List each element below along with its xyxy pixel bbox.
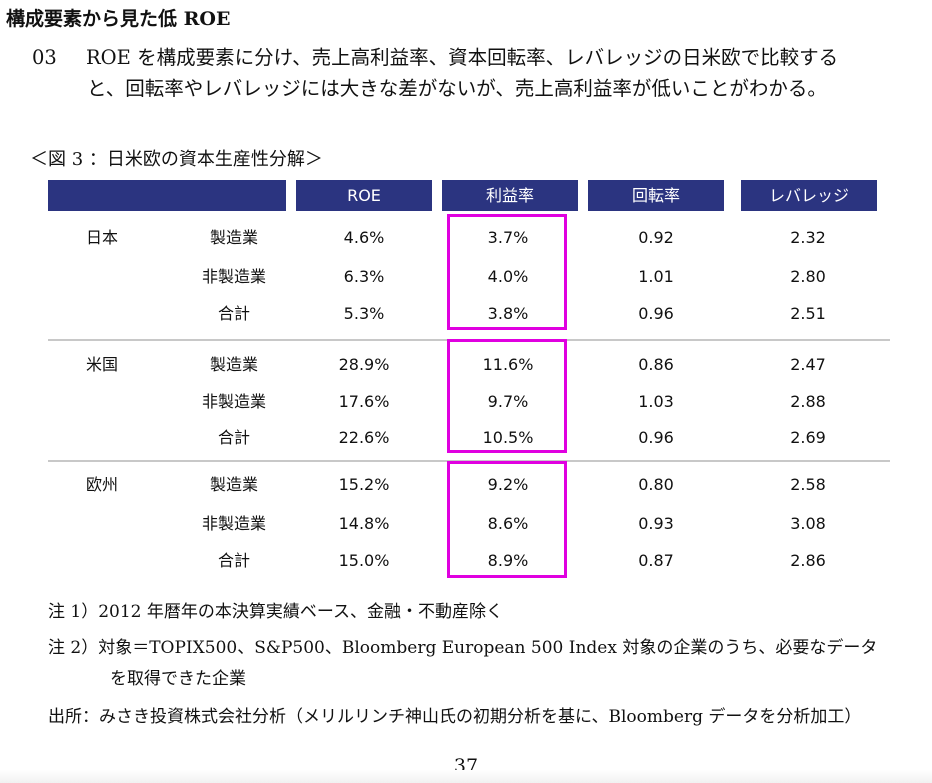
- paragraph-line-1: ROE を構成要素に分け、売上高利益率、資本回転率、レバレッジの日米欧で比較する: [86, 46, 839, 69]
- turnover-value: 0.93: [638, 514, 674, 533]
- note-2: 注 2）対象＝TOPIX500、S&P500、Bloomberg Europea…: [48, 638, 878, 658]
- capital-productivity-table: ROE 利益率 回転率 レバレッジ 日本 製造業 4.6% 3.7% 0.92 …: [48, 180, 890, 578]
- sector-label: 合計: [217, 551, 250, 570]
- highlight-box-usa: [447, 339, 567, 453]
- leverage-value: 2.32: [790, 228, 826, 247]
- turnover-value: 0.96: [638, 428, 674, 447]
- profit-value: 9.2%: [487, 475, 529, 494]
- header-leverage: レバレッジ: [768, 186, 849, 205]
- leverage-value: 2.80: [790, 267, 826, 286]
- roe-value: 17.6%: [338, 392, 390, 411]
- profit-value: 11.6%: [482, 355, 534, 374]
- roe-value: 14.8%: [338, 514, 390, 533]
- leverage-value: 2.69: [790, 428, 826, 447]
- header-turnover-cell: [588, 180, 724, 211]
- leverage-value: 2.47: [790, 355, 826, 374]
- turnover-value: 0.86: [638, 355, 674, 374]
- turnover-value: 1.03: [638, 392, 674, 411]
- highlight-box-europe: [447, 461, 567, 578]
- roe-value: 28.9%: [338, 355, 390, 374]
- profit-value: 8.9%: [487, 551, 529, 570]
- region-label-japan: 日本: [86, 228, 119, 247]
- profit-value: 4.0%: [487, 267, 529, 286]
- header-roe: ROE: [347, 186, 381, 205]
- roe-value: 15.2%: [338, 475, 390, 494]
- sector-label: 製造業: [209, 475, 258, 494]
- sector-label: 合計: [217, 428, 250, 447]
- header-profit-cell: [442, 180, 578, 211]
- profit-value: 10.5%: [482, 428, 534, 447]
- sector-label: 合計: [217, 304, 250, 323]
- profit-value: 8.6%: [487, 514, 529, 533]
- header-blank-cell: [48, 180, 286, 211]
- note-1: 注 1）2012 年暦年の本決算実績ベース、金融・不動産除く: [48, 602, 504, 622]
- sector-label: 製造業: [209, 355, 258, 374]
- roe-value: 6.3%: [343, 267, 385, 286]
- profit-value: 3.8%: [487, 304, 529, 323]
- page-heading: 構成要素から見た低 ROE: [6, 8, 231, 30]
- region-label-usa: 米国: [86, 355, 119, 374]
- sector-label: 製造業: [209, 228, 258, 247]
- header-leverage-cell: [741, 180, 877, 211]
- body-paragraph: 03 ROE を構成要素に分け、売上高利益率、資本回転率、レバレッジの日米欧で比…: [32, 42, 928, 104]
- profit-value: 3.7%: [487, 228, 529, 247]
- leverage-value: 2.88: [790, 392, 826, 411]
- header-turnover: 回転率: [631, 186, 680, 205]
- turnover-value: 0.92: [638, 228, 674, 247]
- turnover-value: 0.80: [638, 475, 674, 494]
- highlight-box-japan: [447, 214, 567, 330]
- leverage-value: 2.51: [790, 304, 826, 323]
- roe-value: 15.0%: [338, 551, 390, 570]
- paragraph-line-2: と、回転率やレバレッジには大きな差がないが、売上高利益率が低いことがわかる。: [87, 77, 827, 100]
- turnover-value: 0.87: [638, 551, 674, 570]
- roe-value: 22.6%: [338, 428, 390, 447]
- page-bottom-edge: [0, 770, 932, 783]
- paragraph-text: ROE を構成要素に分け、売上高利益率、資本回転率、レバレッジの日米欧で比較する…: [32, 42, 928, 104]
- leverage-value: 2.58: [790, 475, 826, 494]
- paragraph-number: 03: [32, 46, 57, 69]
- turnover-value: 0.96: [638, 304, 674, 323]
- leverage-value: 3.08: [790, 514, 826, 533]
- source-note: 出所：みさき投資株式会社分析（メリルリンチ神山氏の初期分析を基に、Bloombe…: [48, 707, 862, 727]
- note-2-continued: を取得できた企業: [110, 669, 246, 689]
- sector-label: 非製造業: [201, 392, 266, 411]
- roe-value: 4.6%: [343, 228, 385, 247]
- header-profit-margin: 利益率: [485, 186, 534, 205]
- sector-label: 非製造業: [201, 267, 266, 286]
- profit-value: 9.7%: [487, 392, 529, 411]
- roe-value: 5.3%: [343, 304, 385, 323]
- header-roe-cell: [296, 180, 432, 211]
- figure-caption: ＜図 3 ：日米欧の資本生産性分解＞: [30, 149, 323, 170]
- region-label-europe: 欧州: [86, 475, 119, 494]
- turnover-value: 1.01: [638, 267, 674, 286]
- sector-label: 非製造業: [201, 514, 266, 533]
- leverage-value: 2.86: [790, 551, 826, 570]
